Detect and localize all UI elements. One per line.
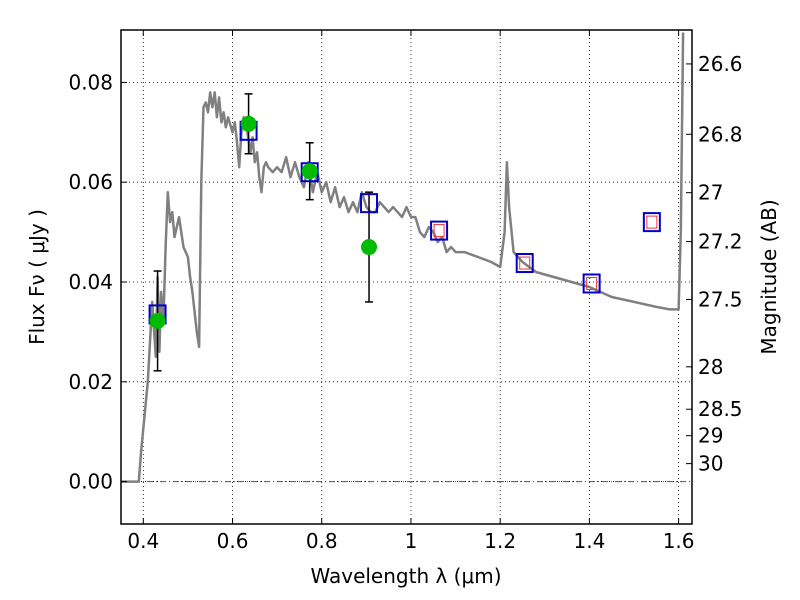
x-tick-label: 1 bbox=[405, 529, 418, 553]
inner-box-layer bbox=[433, 215, 658, 290]
magnitude-tick-label: 30 bbox=[698, 452, 723, 476]
magnitude-tick-label: 29 bbox=[698, 424, 723, 448]
x-tick-label: 0.8 bbox=[306, 529, 338, 553]
inner-box-marker bbox=[586, 276, 598, 290]
observed-point bbox=[301, 163, 318, 180]
model-photometry-box bbox=[360, 193, 379, 214]
magnitude-tick-label: 26.8 bbox=[698, 122, 743, 146]
x-tick-label: 1.2 bbox=[484, 529, 516, 553]
y-tick-label: 0.00 bbox=[68, 470, 113, 494]
model-spectrum-line bbox=[121, 32, 685, 483]
y-axis-label: Flux Fν ( μJy ) bbox=[25, 209, 49, 345]
magnitude-tick-label: 28 bbox=[698, 355, 723, 379]
observed-point bbox=[361, 239, 378, 256]
model-spectrum-layer bbox=[121, 32, 685, 483]
observed-point bbox=[240, 115, 257, 132]
observed-points-layer bbox=[149, 115, 378, 329]
model-photometry-box bbox=[515, 253, 534, 274]
magnitude-tick-label: 26.6 bbox=[698, 52, 743, 76]
observed-point bbox=[149, 312, 166, 329]
magnitude-tick-label: 28.5 bbox=[698, 397, 743, 421]
y-tick-label: 0.02 bbox=[68, 370, 113, 394]
x-tick-labels: 0.4 0.6 0.8 1 1.2 1.4 1.6 bbox=[127, 529, 694, 553]
model-photometry-box bbox=[300, 162, 319, 183]
model-photometry-box bbox=[430, 220, 449, 241]
inner-box-marker bbox=[433, 224, 445, 238]
magnitude-tick-label: 27.5 bbox=[698, 287, 743, 311]
model-photometry-box bbox=[642, 212, 661, 233]
y-tick-label: 0.04 bbox=[68, 270, 113, 294]
x-axis-label: Wavelength λ (μm) bbox=[310, 564, 501, 588]
x-tick-label: 0.6 bbox=[217, 529, 249, 553]
magnitude-tick-label: 27 bbox=[698, 181, 723, 205]
y-tick-labels: 0.00 0.02 0.04 0.06 0.08 bbox=[68, 70, 113, 493]
y-tick-label: 0.06 bbox=[68, 170, 113, 194]
y-axis-right-label: Magnitude (AB) bbox=[757, 199, 781, 354]
inner-box-marker bbox=[519, 256, 531, 270]
x-tick-label: 1.6 bbox=[663, 529, 695, 553]
magnitude-tick-labels: 26.6 26.8 27 27.2 27.5 28 28.5 29 30 bbox=[698, 52, 743, 476]
plot-frame bbox=[120, 29, 693, 525]
magnitude-tick-label: 27.2 bbox=[698, 230, 743, 254]
y-tick-label: 0.08 bbox=[68, 70, 113, 94]
x-tick-label: 1.4 bbox=[573, 529, 605, 553]
inner-box-marker bbox=[646, 215, 658, 229]
model-photometry-box bbox=[582, 273, 601, 294]
x-tick-label: 0.4 bbox=[127, 529, 159, 553]
axis-ticks bbox=[121, 30, 692, 524]
